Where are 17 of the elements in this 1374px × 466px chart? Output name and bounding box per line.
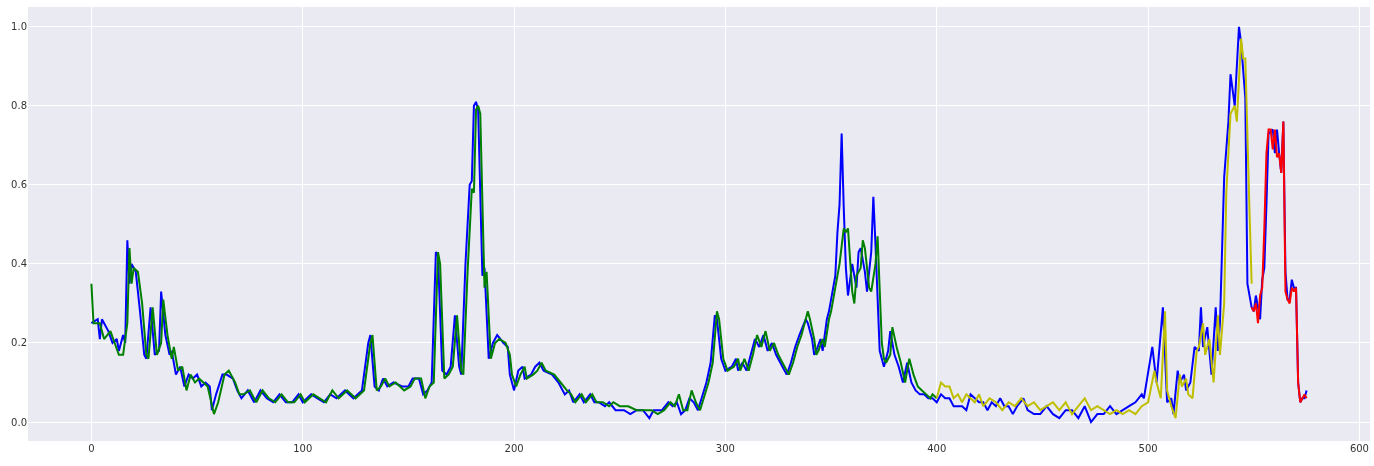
y-tick-label: 0.4 <box>11 258 27 270</box>
line-series <box>90 104 938 416</box>
line-series <box>1250 120 1308 404</box>
x-tick-label: 600 <box>1349 443 1369 454</box>
x-tick-label: 200 <box>504 443 524 454</box>
x-tick-label: 500 <box>1138 443 1158 454</box>
y-tick-label: 0.2 <box>11 337 27 349</box>
line-series <box>90 25 1308 424</box>
x-tick-label: 300 <box>715 443 735 454</box>
x-tick-label: 400 <box>927 443 947 454</box>
y-tick-label: 0.6 <box>11 179 27 191</box>
x-tick-label: 100 <box>293 443 313 454</box>
y-tick-label: 1.0 <box>11 21 27 33</box>
y-tick-label: 0.0 <box>11 416 27 428</box>
line-series <box>935 37 1253 420</box>
x-tick-label: 0 <box>88 443 95 454</box>
y-tick-label: 0.8 <box>11 100 27 112</box>
